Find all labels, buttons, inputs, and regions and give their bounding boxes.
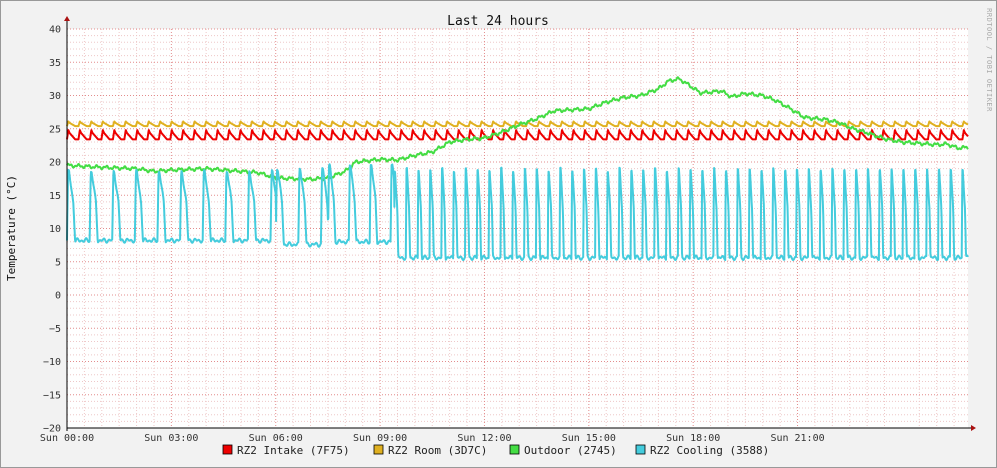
legend-label: RZ2 Cooling (3588)	[650, 444, 769, 457]
legend-swatch	[635, 444, 646, 455]
y-tick-label: 10	[49, 224, 61, 235]
x-tick-label: Sun 21:00	[770, 433, 824, 444]
x-tick-label: Sun 12:00	[457, 433, 511, 444]
legend-swatch	[373, 444, 384, 455]
legend-swatch	[222, 444, 233, 455]
legend-label: RZ2 Intake (7F75)	[237, 444, 350, 457]
series-line-rz2-room-3d7c	[66, 120, 969, 128]
x-tick-label: Sun 15:00	[562, 433, 616, 444]
series-layer	[66, 76, 969, 262]
rrdtool-watermark: RRDTOOL / TOBI OETIKER	[985, 8, 993, 112]
y-tick-label: −15	[43, 390, 61, 401]
y-tick-label: 35	[49, 58, 61, 69]
x-tick-label: Sun 06:00	[249, 433, 303, 444]
y-axis-arrow	[64, 16, 70, 21]
y-tick-label: 25	[49, 124, 61, 135]
y-tick-label: 40	[49, 25, 61, 36]
legend-label: RZ2 Room (3D7C)	[388, 444, 487, 457]
x-tick-label: Sun 18:00	[666, 433, 720, 444]
legend: RZ2 Intake (7F75) RZ2 Room (3D7C) Outdoor …	[222, 444, 769, 457]
y-tick-label: 15	[49, 191, 61, 202]
series-line-rz2-intake-7f75	[66, 129, 969, 141]
y-tick-label: 20	[49, 158, 61, 169]
grid	[67, 28, 968, 429]
y-tick-label: 30	[49, 91, 61, 102]
y-axis-label: Temperature (°C)	[5, 175, 18, 281]
y-tick-label: −20	[43, 424, 61, 435]
chart-title: Last 24 hours	[447, 14, 549, 29]
y-tick-label: −10	[43, 357, 61, 368]
x-tick-label: Sun 09:00	[353, 433, 407, 444]
series-line-rz2-cooling-3588	[66, 163, 969, 262]
y-tick-label: 5	[55, 257, 61, 268]
x-tick-label: Sun 03:00	[144, 433, 198, 444]
series-line-outdoor-2745	[66, 76, 969, 182]
x-tick-label: Sun 00:00	[40, 433, 94, 444]
legend-swatch	[509, 444, 520, 455]
y-tick-label: 0	[55, 291, 61, 302]
legend-label: Outdoor (2745)	[524, 444, 617, 457]
y-tick-label: −5	[49, 324, 61, 335]
x-axis-arrow	[971, 425, 976, 431]
